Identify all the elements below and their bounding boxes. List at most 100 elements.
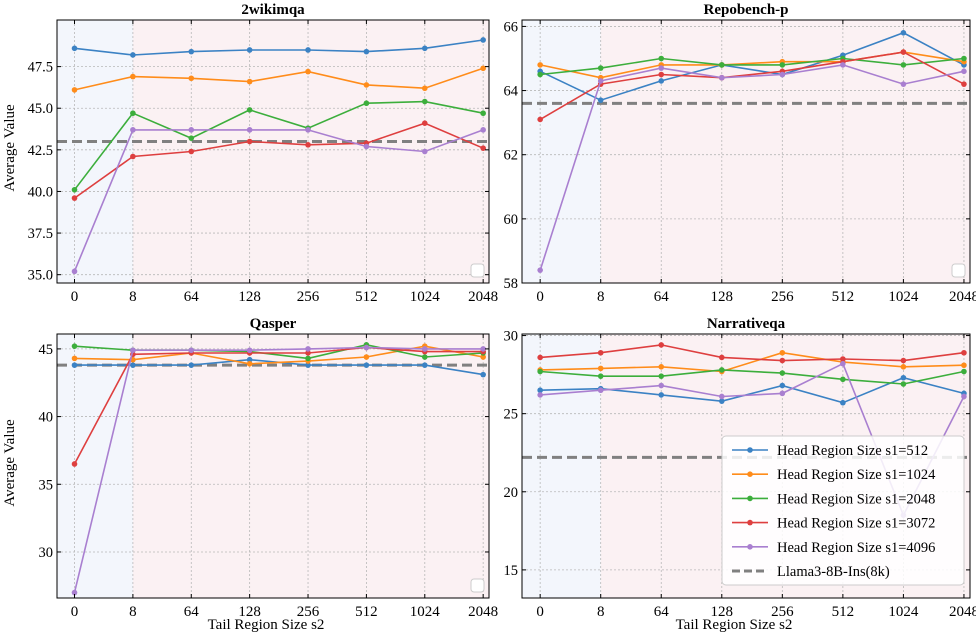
empty-legend-box [470, 578, 485, 593]
data-point [71, 589, 78, 596]
data-point [597, 373, 604, 379]
legend-marker [747, 471, 753, 478]
data-point [480, 145, 486, 151]
x-tick-label: 512 [832, 604, 855, 620]
data-point [363, 82, 370, 88]
data-point [961, 68, 967, 75]
data-point [718, 74, 725, 81]
legend-label: Head Region Size s1=4096 [777, 540, 935, 556]
data-point [718, 367, 725, 373]
x-tick-label: 0 [536, 289, 544, 305]
empty-legend-box [951, 263, 966, 278]
y-tick-label: 25 [504, 407, 519, 423]
data-point [421, 45, 428, 52]
panel-2wikimqa: 0 8 64 128 256 512 1024 2048 35.0 37.5 40.0 42.5 45.… [28, 2, 499, 305]
x-tick-label: 256 [297, 604, 320, 620]
x-tick-label: 256 [297, 289, 320, 305]
data-point [130, 153, 136, 160]
data-point [130, 347, 136, 354]
x-tick-label: 64 [654, 604, 670, 620]
data-point [188, 127, 195, 133]
data-point [537, 62, 543, 68]
x-tick-label: 512 [355, 604, 378, 620]
data-point [779, 390, 786, 397]
data-point [363, 344, 370, 351]
x-tick-label: 512 [832, 289, 855, 305]
data-point [779, 62, 786, 68]
legend: Head Region Size s1=512 Head Region Size … [721, 435, 965, 586]
data-point [130, 362, 136, 368]
x-tick-label: 64 [184, 289, 200, 305]
data-point [779, 349, 786, 356]
data-point [900, 374, 907, 381]
data-point [421, 120, 428, 127]
series-line [540, 344, 965, 362]
y-axis-label-top: Average Value [2, 104, 18, 192]
data-point [961, 362, 967, 369]
x-tick-label: 128 [238, 289, 261, 305]
series-head-region-size-s1-4096 [71, 344, 486, 596]
data-point [130, 73, 136, 80]
data-point [658, 342, 665, 348]
data-point [537, 267, 543, 273]
series-head-region-size-s1-2048 [537, 367, 967, 387]
series-head-region-size-s1-3072 [537, 342, 967, 364]
y-tick-label: 35.0 [28, 268, 53, 284]
x-tick-label: 2048 [468, 604, 498, 620]
legend-item-head-region-size-s1-2048: Head Region Size s1=2048 [732, 491, 935, 507]
data-point [305, 346, 311, 352]
x-tick-label: 1024 [888, 289, 919, 305]
data-point [537, 116, 543, 123]
data-point [658, 78, 665, 84]
data-point [363, 143, 370, 150]
legend-item-head-region-size-s1-3072: Head Region Size s1=3072 [732, 516, 935, 532]
data-point [840, 360, 846, 367]
data-point [597, 387, 604, 394]
data-point [779, 357, 786, 364]
data-point [363, 100, 370, 107]
series-line [540, 57, 964, 76]
series-line [73, 346, 484, 593]
legend-box [721, 435, 965, 586]
legend-item-head-region-size-s1-512: Head Region Size s1=512 [732, 443, 928, 459]
data-point [421, 354, 428, 360]
shade-left [57, 20, 133, 283]
data-point [421, 346, 428, 352]
x-tick-label: 64 [184, 604, 200, 620]
series-line [540, 351, 964, 373]
data-point [658, 65, 665, 71]
data-point [305, 47, 311, 53]
shade-left [522, 334, 601, 598]
panel-title: Narrativeqa [707, 316, 786, 332]
plot-frame [56, 333, 490, 599]
series-line [539, 64, 965, 271]
x-tick-label: 8 [129, 604, 137, 620]
data-point [246, 356, 253, 363]
legend-label: Head Region Size s1=512 [777, 443, 928, 459]
data-point [421, 98, 428, 105]
series-line [540, 369, 965, 385]
data-point [188, 48, 195, 55]
y-tick-label: 60 [504, 212, 519, 228]
x-tick-label: 128 [711, 604, 734, 620]
data-point [597, 349, 604, 356]
y-tick-label: 42.5 [28, 143, 53, 159]
data-point [961, 81, 967, 87]
data-point [305, 355, 311, 362]
series-head-region-size-s1-3072 [71, 120, 486, 201]
y-tick-label: 40.0 [28, 184, 53, 200]
data-point [658, 364, 665, 370]
x-tick-label: 8 [129, 289, 137, 305]
shade-left [57, 334, 133, 598]
x-axis-label-left: Tail Region Size s2 [208, 617, 325, 633]
data-point [71, 461, 78, 467]
plot-frame [521, 19, 971, 284]
series-line [74, 39, 484, 56]
data-point [961, 393, 967, 400]
plot-frame [56, 19, 490, 284]
x-tick-label: 2048 [949, 289, 976, 305]
series-line [74, 122, 484, 199]
data-point [480, 354, 486, 360]
data-point [840, 62, 846, 68]
